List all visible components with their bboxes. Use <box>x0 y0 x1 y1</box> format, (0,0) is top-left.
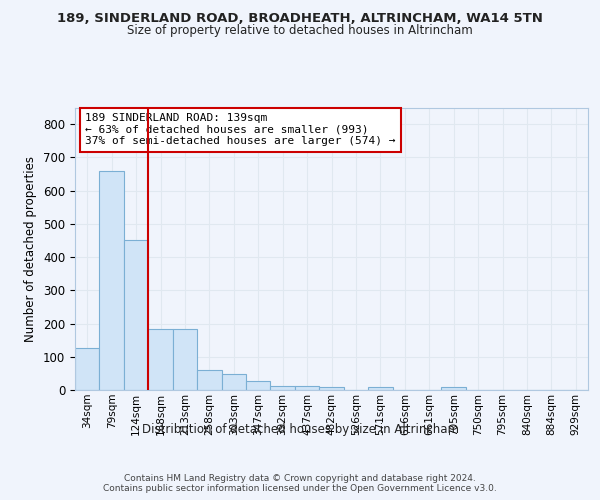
Bar <box>221 374 246 390</box>
Bar <box>100 170 124 390</box>
Bar <box>148 329 173 390</box>
Bar <box>124 240 148 390</box>
Text: Contains HM Land Registry data © Crown copyright and database right 2024.
Contai: Contains HM Land Registry data © Crown c… <box>103 474 497 494</box>
Bar <box>319 386 344 390</box>
Bar <box>246 381 271 390</box>
Bar <box>442 388 466 390</box>
Bar <box>173 329 197 390</box>
Bar <box>368 387 392 390</box>
Text: Distribution of detached houses by size in Altrincham: Distribution of detached houses by size … <box>142 422 458 436</box>
Bar <box>197 370 221 390</box>
Text: Size of property relative to detached houses in Altrincham: Size of property relative to detached ho… <box>127 24 473 37</box>
Text: 189 SINDERLAND ROAD: 139sqm
← 63% of detached houses are smaller (993)
37% of se: 189 SINDERLAND ROAD: 139sqm ← 63% of det… <box>85 113 396 146</box>
Bar <box>271 386 295 390</box>
Bar <box>295 386 319 390</box>
Y-axis label: Number of detached properties: Number of detached properties <box>25 156 37 342</box>
Bar <box>75 348 100 390</box>
Text: 189, SINDERLAND ROAD, BROADHEATH, ALTRINCHAM, WA14 5TN: 189, SINDERLAND ROAD, BROADHEATH, ALTRIN… <box>57 12 543 25</box>
